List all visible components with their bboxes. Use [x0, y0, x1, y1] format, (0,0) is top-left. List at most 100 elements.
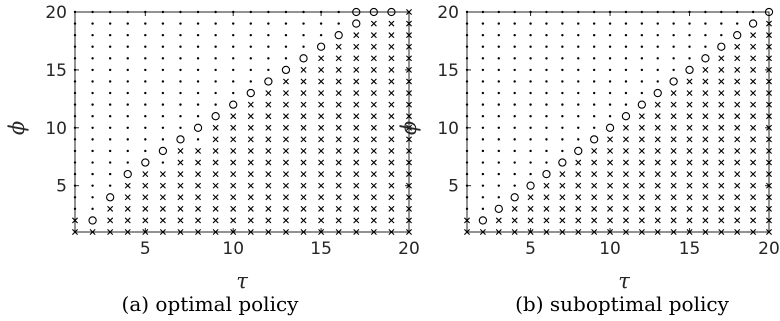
dot-marker — [545, 80, 548, 83]
cross-marker — [318, 90, 325, 97]
dot-marker — [91, 57, 94, 60]
dot-marker — [592, 91, 596, 95]
dot-marker — [214, 33, 217, 37]
y-tick-label: 20 — [437, 3, 459, 23]
dot-marker — [465, 161, 469, 164]
cross-marker — [318, 217, 325, 224]
x-axis-label-left: τ — [236, 269, 248, 293]
cross-marker — [335, 78, 342, 85]
dot-marker — [624, 91, 628, 95]
cross-marker — [734, 66, 741, 73]
dot-marker — [465, 172, 469, 176]
cross-marker — [335, 229, 342, 235]
cross-marker — [750, 43, 757, 50]
dot-marker — [545, 149, 548, 153]
dot-marker — [529, 103, 532, 106]
cross-marker — [282, 217, 289, 224]
dot-marker — [108, 115, 112, 118]
dot-marker — [319, 10, 323, 14]
dot-marker — [73, 138, 77, 141]
circle-marker — [352, 7, 361, 17]
dot-marker — [73, 57, 77, 60]
y-tick-label: 10 — [45, 119, 67, 139]
cross-marker — [300, 124, 307, 131]
dot-marker — [672, 33, 675, 37]
dot-marker — [302, 33, 305, 37]
dot-marker — [513, 91, 516, 95]
dot-marker — [577, 57, 580, 60]
dot-marker — [592, 10, 596, 14]
cross-marker — [318, 194, 325, 201]
dot-marker — [656, 33, 659, 37]
dot-marker — [545, 33, 548, 37]
cross-marker — [370, 101, 377, 108]
cross-marker — [212, 147, 219, 154]
cross-marker — [654, 159, 661, 166]
dot-marker — [561, 149, 564, 153]
cross-marker — [406, 182, 412, 189]
x-tick-label: 10 — [222, 239, 244, 259]
cross-marker — [607, 194, 614, 201]
dot-marker — [704, 45, 707, 48]
dot-marker — [144, 91, 147, 95]
dot-marker — [577, 91, 580, 95]
cross-marker — [282, 147, 289, 154]
dot-marker — [513, 103, 516, 106]
dot-marker — [640, 91, 644, 95]
cross-marker — [654, 194, 661, 201]
dot-marker — [319, 22, 323, 25]
cross-marker — [766, 113, 772, 120]
dot-marker — [513, 57, 516, 60]
cross-marker — [335, 66, 342, 73]
circle-marker — [590, 135, 599, 144]
cross-marker — [177, 171, 184, 178]
cross-marker — [353, 205, 360, 212]
cross-marker — [107, 217, 114, 224]
cross-marker — [195, 217, 202, 224]
cross-marker — [654, 229, 661, 235]
cross-marker — [575, 194, 582, 201]
dot-marker — [179, 80, 182, 83]
dot-marker — [91, 10, 94, 14]
plot-frame — [466, 11, 770, 233]
dot-marker — [179, 126, 182, 129]
dot-marker — [561, 45, 564, 48]
dot-marker — [497, 57, 500, 60]
cross-marker — [177, 217, 184, 224]
dot-marker — [592, 103, 596, 106]
cross-marker — [686, 124, 693, 131]
dot-marker — [73, 68, 77, 72]
cross-marker — [670, 124, 677, 131]
cross-marker — [230, 205, 237, 212]
cross-marker — [654, 101, 661, 108]
cross-marker — [670, 182, 677, 189]
cross-marker — [750, 194, 757, 201]
cross-marker — [159, 229, 166, 235]
cross-marker — [107, 205, 114, 212]
cross-marker — [142, 229, 149, 235]
cross-marker — [734, 171, 741, 178]
dot-marker — [577, 80, 580, 83]
dot-marker — [91, 91, 94, 95]
cross-marker — [750, 205, 757, 212]
cross-marker — [406, 171, 412, 178]
cross-marker — [575, 205, 582, 212]
cross-marker — [282, 124, 289, 131]
cross-marker — [124, 229, 131, 235]
dot-marker — [513, 126, 516, 129]
cross-marker — [406, 217, 412, 224]
cross-marker — [686, 217, 693, 224]
dot-marker — [481, 184, 485, 187]
dot-marker — [513, 10, 516, 14]
dot-marker — [196, 57, 200, 60]
circle-marker — [526, 181, 535, 190]
dot-marker — [267, 22, 270, 25]
dot-marker — [108, 45, 112, 48]
dot-marker — [108, 80, 112, 83]
cross-marker — [607, 217, 614, 224]
dot-marker — [688, 33, 691, 37]
cross-marker — [265, 124, 272, 131]
cross-marker — [370, 159, 377, 166]
cross-marker — [734, 113, 741, 120]
dot-marker — [214, 45, 217, 48]
